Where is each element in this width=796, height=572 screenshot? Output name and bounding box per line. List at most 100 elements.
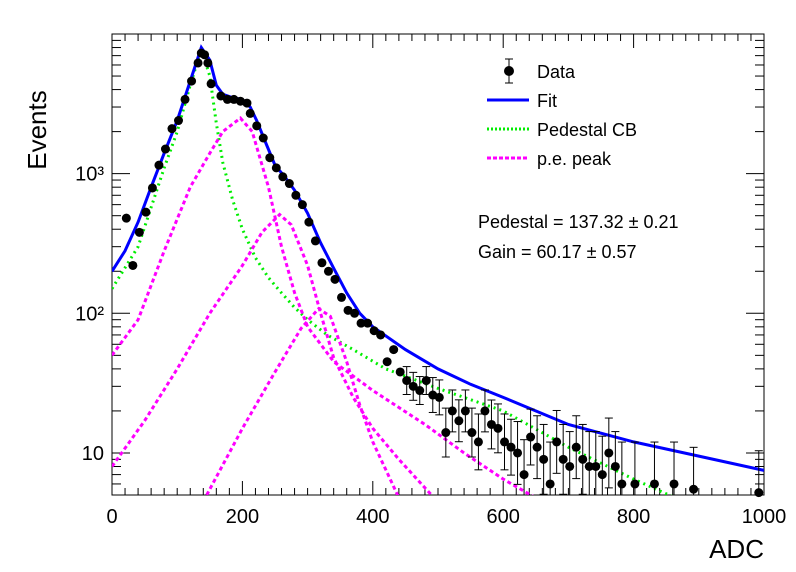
data-point bbox=[206, 79, 216, 89]
data-point bbox=[128, 260, 138, 270]
x-tick-label: 0 bbox=[106, 506, 117, 528]
data-point bbox=[382, 357, 392, 367]
p-e-peak-3-curve bbox=[205, 306, 400, 495]
data-point bbox=[486, 419, 496, 429]
data-point bbox=[245, 108, 255, 118]
data-point bbox=[284, 179, 294, 189]
y-tick-label: 10 bbox=[82, 443, 104, 465]
data-point bbox=[180, 94, 190, 104]
data-point bbox=[402, 376, 412, 386]
data-point bbox=[467, 428, 477, 438]
data-point bbox=[160, 144, 170, 154]
data-point bbox=[356, 318, 366, 328]
tick-labels: 0 200 400 600 800 1000 10 10² 10³ bbox=[75, 164, 786, 528]
legend-label: Fit bbox=[537, 91, 557, 111]
data-point bbox=[441, 428, 451, 438]
x-tick-label: 600 bbox=[487, 506, 520, 528]
data-point bbox=[174, 116, 184, 126]
x-tick-label: 200 bbox=[226, 506, 259, 528]
x-tick-label: 400 bbox=[356, 506, 389, 528]
data-point bbox=[519, 470, 529, 480]
data-point bbox=[552, 437, 562, 447]
data-point bbox=[271, 163, 281, 173]
data-point bbox=[187, 76, 197, 86]
data-point bbox=[610, 461, 620, 471]
legend-data-marker bbox=[504, 66, 514, 76]
data-point bbox=[597, 470, 607, 480]
data-point bbox=[513, 448, 523, 458]
data-point bbox=[493, 423, 503, 433]
data-point bbox=[297, 200, 307, 210]
data-point bbox=[460, 406, 470, 416]
data-point bbox=[252, 121, 262, 131]
data-point bbox=[630, 479, 640, 489]
data-point bbox=[649, 479, 659, 489]
data-point bbox=[473, 437, 483, 447]
data-point bbox=[141, 207, 151, 217]
gain-annotation: Gain = 60.17 ± 0.57 bbox=[478, 242, 637, 262]
y-axis-label: Events bbox=[22, 90, 52, 170]
fit-curves bbox=[112, 44, 764, 495]
data-point bbox=[591, 461, 601, 471]
data-point bbox=[193, 58, 203, 68]
data-point bbox=[376, 330, 386, 340]
data-point bbox=[500, 437, 510, 447]
data-point bbox=[242, 98, 252, 108]
data-point bbox=[454, 416, 464, 426]
data-point bbox=[558, 454, 568, 464]
data-point bbox=[669, 479, 679, 489]
x-tick-label: 800 bbox=[617, 506, 650, 528]
data-point bbox=[330, 274, 340, 284]
data-point bbox=[526, 432, 536, 442]
x-tick-label: 1000 bbox=[742, 506, 787, 528]
data-point bbox=[200, 50, 210, 60]
data-point bbox=[278, 172, 288, 182]
data-point bbox=[291, 190, 301, 200]
pedestal-annotation: Pedestal = 137.32 ± 0.21 bbox=[478, 212, 679, 232]
data-point bbox=[447, 406, 457, 416]
data-point bbox=[258, 133, 268, 143]
data-point bbox=[154, 160, 164, 170]
data-point bbox=[480, 406, 490, 416]
legend-label: p.e. peak bbox=[537, 149, 612, 169]
data-point bbox=[369, 326, 379, 336]
data-point bbox=[604, 448, 614, 458]
data-point bbox=[304, 217, 314, 227]
data-point bbox=[265, 153, 275, 163]
data-point bbox=[421, 376, 431, 386]
data-point bbox=[532, 442, 542, 452]
plot-frame bbox=[111, 33, 765, 496]
data-point bbox=[323, 266, 333, 276]
data-point bbox=[565, 461, 575, 471]
data-points bbox=[121, 48, 764, 498]
data-point bbox=[539, 454, 549, 464]
p-e-peak-1-curve bbox=[112, 116, 534, 495]
data-point bbox=[134, 227, 144, 237]
data-point bbox=[506, 442, 516, 452]
pedestal-cb-curve bbox=[112, 44, 673, 495]
y-tick-label: 10² bbox=[75, 303, 104, 325]
data-point bbox=[689, 484, 699, 494]
data-point bbox=[121, 213, 131, 223]
data-point bbox=[310, 236, 320, 246]
legend-label: Data bbox=[537, 62, 576, 82]
data-point bbox=[337, 292, 347, 302]
data-point bbox=[222, 94, 232, 104]
x-axis-label: ADC bbox=[709, 534, 764, 564]
data-point bbox=[203, 58, 213, 68]
legend-label: Pedestal CB bbox=[537, 120, 637, 140]
data-point bbox=[350, 308, 360, 318]
data-point bbox=[147, 183, 157, 193]
legend: Data Fit Pedestal CB p.e. peak bbox=[487, 58, 637, 169]
fit-curve bbox=[112, 44, 764, 472]
data-point bbox=[545, 479, 555, 489]
data-point bbox=[389, 345, 399, 355]
y-tick-label: 10³ bbox=[75, 164, 104, 186]
data-point bbox=[571, 442, 581, 452]
axis-ticks bbox=[111, 33, 765, 496]
data-point bbox=[317, 258, 327, 268]
data-point bbox=[617, 479, 627, 489]
plot-border bbox=[111, 33, 765, 496]
data-point bbox=[754, 488, 764, 498]
